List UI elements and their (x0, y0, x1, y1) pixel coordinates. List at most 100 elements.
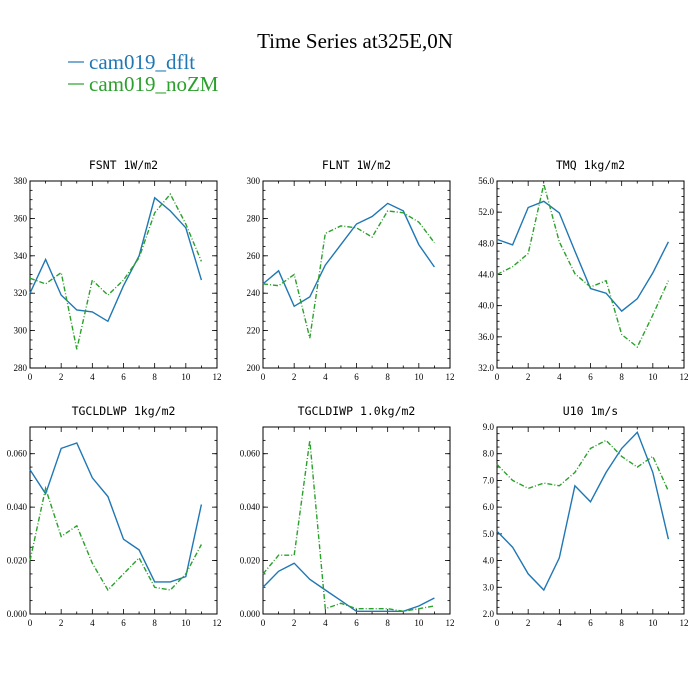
series-line-nozm (29, 485, 203, 592)
y-tick-label: 340 (14, 251, 28, 261)
x-tick-label: 4 (557, 618, 562, 628)
series-line-nozm (496, 439, 670, 492)
y-tick-label: 3.0 (483, 582, 495, 592)
y-tick-label: 9.0 (483, 422, 495, 432)
x-tick-label: 6 (121, 372, 126, 382)
x-tick-label: 12 (446, 618, 455, 628)
y-tick-label: 36.0 (478, 332, 494, 342)
series-line-dflt (29, 442, 203, 583)
x-tick-label: 0 (28, 618, 33, 628)
panel-title: FSNT 1W/m2 (89, 158, 158, 172)
x-tick-label: 2 (59, 372, 64, 382)
series-line-nozm (496, 183, 670, 349)
y-tick-label: 220 (247, 326, 261, 336)
y-tick-label: 48.0 (478, 238, 494, 248)
y-tick-label: 260 (247, 251, 261, 261)
x-tick-label: 12 (680, 372, 689, 382)
series-line-nozm (262, 210, 435, 339)
legend-label-dflt: cam019_dflt (89, 50, 195, 74)
panel-title: FLNT 1W/m2 (322, 158, 391, 172)
x-tick-label: 4 (323, 372, 328, 382)
y-tick-label: 280 (14, 363, 28, 373)
series-line-nozm (29, 192, 203, 350)
x-tick-label: 2 (526, 618, 531, 628)
x-tick-label: 2 (526, 372, 531, 382)
x-tick-label: 0 (28, 372, 33, 382)
panel-3: TMQ 1kg/m2 0 2 4 6 8 10 12 32.0 36.0 40.0 44.0 48.0 5… (478, 158, 688, 382)
y-tick-label: 380 (14, 176, 28, 186)
y-tick-label: 52.0 (478, 207, 494, 217)
plot-frame (262, 180, 451, 369)
y-tick-label: 8.0 (483, 449, 495, 459)
x-tick-label: 6 (354, 372, 359, 382)
x-tick-label: 10 (181, 618, 191, 628)
x-tick-label: 4 (90, 372, 95, 382)
x-tick-label: 6 (588, 372, 593, 382)
x-tick-label: 8 (385, 372, 390, 382)
y-tick-label: 32.0 (478, 363, 494, 373)
panel-2: FLNT 1W/m2 0 2 4 6 8 10 12 200 220 240 260 280 300 (247, 158, 455, 382)
x-tick-label: 6 (354, 618, 359, 628)
y-tick-label: 2.0 (483, 609, 495, 619)
y-tick-label: 6.0 (483, 502, 495, 512)
x-tick-label: 0 (495, 618, 500, 628)
y-tick-label: 280 (247, 213, 261, 223)
x-tick-label: 10 (414, 372, 424, 382)
y-tick-label: 40.0 (478, 301, 494, 311)
y-tick-label: 56.0 (478, 176, 494, 186)
panel-6: U10 1m/s 0 2 4 6 8 10 12 2.0 3.0 4.0 5.0 6.0 7.0 8.0 9.… (483, 404, 689, 628)
x-tick-label: 2 (59, 618, 64, 628)
x-tick-label: 4 (557, 372, 562, 382)
series-line-dflt (262, 202, 435, 308)
x-tick-label: 10 (414, 618, 424, 628)
x-tick-label: 8 (619, 618, 624, 628)
series-line-dflt (29, 196, 203, 323)
x-tick-label: 12 (680, 618, 689, 628)
panel-title: TMQ 1kg/m2 (556, 158, 625, 172)
y-tick-label: 0.040 (7, 502, 28, 512)
y-tick-label: 0.060 (7, 449, 28, 459)
series-line-dflt (496, 431, 670, 592)
x-tick-label: 8 (385, 618, 390, 628)
y-tick-label: 44.0 (478, 270, 494, 280)
x-tick-label: 10 (648, 372, 658, 382)
y-tick-label: 320 (14, 288, 28, 298)
x-tick-label: 12 (446, 372, 455, 382)
panel-4: TGCLDLWP 1kg/m2 0 2 4 6 8 10 12 0.000 0.020 0.040 0… (7, 404, 222, 628)
plot-frame (262, 426, 451, 615)
x-tick-label: 2 (292, 372, 297, 382)
plot-frame (496, 180, 685, 369)
y-tick-label: 0.000 (240, 609, 261, 619)
y-tick-label: 200 (247, 363, 261, 373)
x-tick-label: 10 (181, 372, 191, 382)
y-tick-label: 7.0 (483, 475, 495, 485)
x-tick-label: 0 (261, 372, 266, 382)
panel-title: TGCLDLWP 1kg/m2 (72, 404, 176, 418)
x-tick-label: 10 (648, 618, 658, 628)
panel-1: FSNT 1W/m2 0 2 4 6 8 10 12 280 300 320 340 360 380 (14, 158, 222, 382)
x-tick-label: 8 (152, 618, 157, 628)
y-tick-label: 300 (14, 326, 28, 336)
x-tick-label: 6 (121, 618, 126, 628)
x-tick-label: 4 (323, 618, 328, 628)
x-tick-label: 4 (90, 618, 95, 628)
x-tick-label: 8 (619, 372, 624, 382)
x-tick-label: 8 (152, 372, 157, 382)
plot-frame (496, 426, 685, 615)
figure-title: Time Series at325E,0N (257, 29, 453, 53)
series-line-dflt (262, 562, 435, 612)
panel-title: U10 1m/s (563, 404, 618, 418)
x-tick-label: 12 (213, 372, 222, 382)
y-tick-label: 0.060 (240, 449, 261, 459)
y-tick-label: 360 (14, 213, 28, 223)
y-tick-label: 4.0 (483, 556, 495, 566)
plot-frame (29, 426, 218, 615)
y-tick-label: 0.000 (7, 609, 28, 619)
panel-title: TGCLDIWP 1.0kg/m2 (298, 404, 416, 418)
x-tick-label: 12 (213, 618, 222, 628)
y-tick-label: 240 (247, 288, 261, 298)
series-line-dflt (496, 200, 670, 313)
y-tick-label: 0.020 (7, 556, 28, 566)
y-tick-label: 300 (247, 176, 261, 186)
